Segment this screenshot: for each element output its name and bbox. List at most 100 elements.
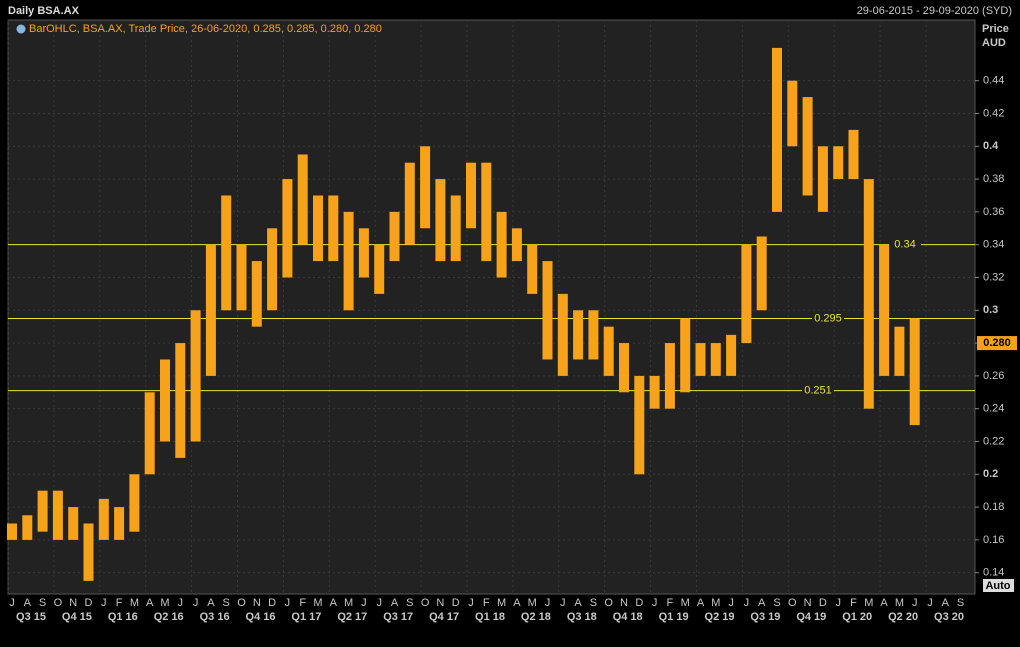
x-tick-label: N xyxy=(69,597,77,609)
x-tick-label: M xyxy=(130,597,139,609)
chart-title: Daily BSA.AX xyxy=(8,5,80,17)
x-tick-label: J xyxy=(912,597,918,609)
price-bar xyxy=(267,228,278,311)
quarter-label: Q2 19 xyxy=(705,611,735,623)
quarter-label: Q3 19 xyxy=(750,611,780,623)
x-tick-label: J xyxy=(178,597,184,609)
y-tick-label: 0.2 xyxy=(983,468,998,480)
price-bar xyxy=(22,515,33,540)
quarter-label: Q3 17 xyxy=(383,611,413,623)
x-tick-label: A xyxy=(391,597,399,609)
price-bar xyxy=(496,211,507,278)
price-bar xyxy=(420,146,431,229)
price-bar xyxy=(802,97,813,196)
price-bar xyxy=(7,523,17,540)
x-tick-label: J xyxy=(193,597,199,609)
auto-button[interactable] xyxy=(983,579,1014,592)
x-tick-label: F xyxy=(299,597,306,609)
x-tick-label: J xyxy=(560,597,566,609)
x-tick-label: M xyxy=(711,597,720,609)
x-tick-label: M xyxy=(895,597,904,609)
x-tick-label: A xyxy=(146,597,154,609)
price-bar xyxy=(52,490,63,540)
quarter-label: Q1 16 xyxy=(108,611,138,623)
y-tick-label: 0.34 xyxy=(983,239,1004,251)
x-tick-label: A xyxy=(880,597,888,609)
x-tick-label: N xyxy=(436,597,444,609)
quarter-label: Q4 16 xyxy=(246,611,276,623)
x-tick-label: N xyxy=(253,597,261,609)
x-tick-label: J xyxy=(361,597,367,609)
x-tick-label: O xyxy=(54,597,63,609)
price-bar xyxy=(236,244,247,311)
x-tick-label: A xyxy=(24,597,32,609)
quarter-label: Q3 20 xyxy=(934,611,964,623)
price-bar xyxy=(343,211,354,311)
price-bar xyxy=(374,244,385,294)
legend-icon[interactable] xyxy=(16,24,26,34)
x-tick-label: M xyxy=(344,597,353,609)
price-bar xyxy=(68,507,79,540)
plot-area xyxy=(7,19,976,595)
price-bar xyxy=(634,375,645,475)
x-tick-label: M xyxy=(313,597,322,609)
level-label-bg xyxy=(812,312,844,325)
y-unit: AUD xyxy=(982,37,1006,49)
level-label: 0.295 xyxy=(814,312,842,324)
price-bar xyxy=(542,261,553,360)
y-tick-label: 0.24 xyxy=(983,403,1004,415)
x-tick-label: J xyxy=(285,597,291,609)
level-label: 0.34 xyxy=(894,239,915,251)
last-price-label: 0.280 xyxy=(983,337,1011,349)
y-tick-label: 0.3 xyxy=(983,304,998,316)
x-tick-label: D xyxy=(452,597,460,609)
x-tick-label: J xyxy=(9,597,15,609)
price-bar xyxy=(863,179,874,409)
price-bar xyxy=(190,310,201,442)
price-bar xyxy=(588,310,599,360)
x-tick-label: F xyxy=(850,597,857,609)
y-tick-label: 0.32 xyxy=(983,271,1004,283)
x-tick-label: M xyxy=(160,597,169,609)
price-bar xyxy=(695,343,706,376)
x-tick-label: A xyxy=(207,597,215,609)
price-bar xyxy=(756,236,767,311)
quarter-label: Q1 20 xyxy=(842,611,872,623)
x-tick-label: A xyxy=(574,597,582,609)
quarter-label: Q2 18 xyxy=(521,611,551,623)
y-tick-label: 0.18 xyxy=(983,501,1004,513)
price-bar xyxy=(83,523,94,581)
price-bar xyxy=(879,244,890,376)
x-tick-label: F xyxy=(667,597,674,609)
level-label-bg xyxy=(802,384,834,397)
price-bar xyxy=(98,498,109,540)
price-bar xyxy=(435,179,446,262)
x-tick-label: A xyxy=(758,597,766,609)
date-range: 29-06-2015 - 29-09-2020 (SYD) xyxy=(857,5,1012,17)
x-tick-label: J xyxy=(545,597,551,609)
price-bar xyxy=(129,474,140,532)
last-price-box xyxy=(977,336,1017,351)
price-bar xyxy=(909,318,920,426)
quarter-label: Q4 18 xyxy=(613,611,643,623)
x-tick-label: O xyxy=(237,597,246,609)
x-tick-label: N xyxy=(620,597,628,609)
price-bar xyxy=(37,490,48,532)
price-bar xyxy=(160,359,170,442)
auto-label[interactable]: Auto xyxy=(985,580,1010,592)
x-tick-label: N xyxy=(804,597,812,609)
x-tick-label: O xyxy=(788,597,797,609)
quarter-label: Q4 17 xyxy=(429,611,459,623)
y-tick-label: 0.16 xyxy=(983,534,1004,546)
price-bar xyxy=(557,293,568,376)
x-tick-label: J xyxy=(101,597,107,609)
quarter-label: Q1 18 xyxy=(475,611,505,623)
x-tick-label: J xyxy=(744,597,750,609)
x-tick-label: J xyxy=(835,597,841,609)
quarter-label: Q1 17 xyxy=(291,611,321,623)
price-bar xyxy=(251,261,262,327)
quarter-label: Q4 15 xyxy=(62,611,92,623)
price-bar xyxy=(389,211,400,262)
x-tick-label: S xyxy=(773,597,780,609)
